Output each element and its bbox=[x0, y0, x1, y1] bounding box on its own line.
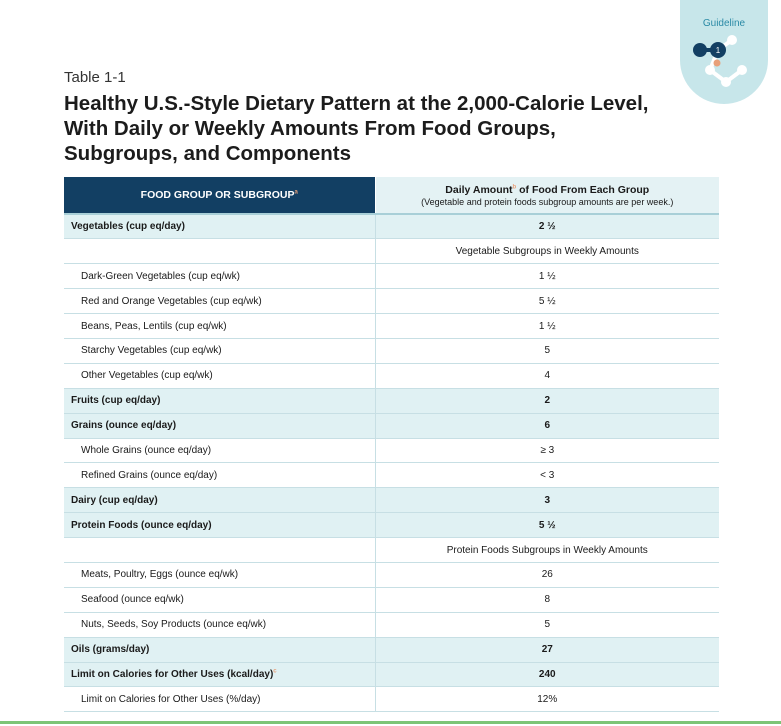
row-name-fruits: Fruits (cup eq/day) bbox=[64, 388, 375, 414]
row-name-grains: Grains (ounce eq/day) bbox=[64, 413, 375, 439]
row-name-protein: Protein Foods (ounce eq/day) bbox=[64, 512, 375, 539]
table-row: Vegetable Subgroups in Weekly Amounts bbox=[64, 238, 719, 265]
row-name-dairy: Dairy (cup eq/day) bbox=[64, 487, 375, 514]
table-row: Protein Foods Subgroups in Weekly Amount… bbox=[64, 537, 719, 563]
column-header-food-group: FOOD GROUP OR SUBGROUPa bbox=[64, 177, 375, 215]
guideline-badge: Guideline 1 bbox=[680, 0, 768, 104]
row-name-limit-kcal: Limit on Calories for Other Uses (kcal/d… bbox=[64, 662, 375, 688]
table-row: Vegetables (cup eq/day) 2 ½ bbox=[64, 214, 719, 240]
table-row: Starchy Vegetables (cup eq/wk) 5 bbox=[64, 338, 719, 364]
bottom-rule bbox=[0, 721, 781, 724]
table-row: Nuts, Seeds, Soy Products (ounce eq/wk) … bbox=[64, 612, 719, 638]
table-row: Protein Foods (ounce eq/day) 5 ½ bbox=[64, 512, 719, 539]
footnote-b: b bbox=[512, 184, 517, 190]
table-row: Whole Grains (ounce eq/day) ≥ 3 bbox=[64, 438, 719, 464]
table-row: Oils (grams/day) 27 bbox=[64, 637, 719, 663]
column-header-daily-amount: Daily Amountb of Food From Each Group (V… bbox=[374, 177, 719, 215]
dietary-pattern-table: FOOD GROUP OR SUBGROUPa Daily Amountb of… bbox=[64, 177, 719, 713]
column-header-note: (Vegetable and protein foods subgroup am… bbox=[421, 196, 674, 207]
table-row: Fruits (cup eq/day) 2 bbox=[64, 388, 719, 414]
page-title: Healthy U.S.-Style Dietary Pattern at th… bbox=[64, 92, 649, 165]
table-row: Beans, Peas, Lentils (cup eq/wk) 1 ½ bbox=[64, 313, 719, 339]
table-row: Limit on Calories for Other Uses (kcal/d… bbox=[64, 662, 719, 688]
table-row: Other Vegetables (cup eq/wk) 4 bbox=[64, 363, 719, 389]
table-row: Red and Orange Vegetables (cup eq/wk) 5 … bbox=[64, 288, 719, 315]
row-name-oils: Oils (grams/day) bbox=[64, 637, 375, 663]
footnote-c: c bbox=[273, 668, 277, 675]
guideline-number: 1 bbox=[716, 46, 721, 55]
guideline-molecule-icon: 1 bbox=[693, 35, 747, 87]
table-row: Dairy (cup eq/day) 3 bbox=[64, 487, 719, 514]
row-name-vegetables: Vegetables (cup eq/day) bbox=[64, 214, 375, 240]
table-row: Limit on Calories for Other Uses (%/day)… bbox=[64, 686, 719, 713]
guideline-label: Guideline bbox=[702, 18, 746, 29]
table-row: Seafood (ounce eq/wk) 8 bbox=[64, 587, 719, 613]
table-row: Grains (ounce eq/day) 6 bbox=[64, 413, 719, 439]
table-row: Meats, Poultry, Eggs (ounce eq/wk) 26 bbox=[64, 562, 719, 588]
table-row: Dark-Green Vegetables (cup eq/wk) 1 ½ bbox=[64, 263, 719, 290]
table-row: Refined Grains (ounce eq/day) < 3 bbox=[64, 462, 719, 489]
row-value-vegetables: 2 ½ bbox=[374, 214, 719, 240]
footnote-a: a bbox=[294, 189, 298, 196]
table-number: Table 1-1 bbox=[64, 69, 126, 86]
protein-subgroups-heading: Protein Foods Subgroups in Weekly Amount… bbox=[374, 537, 719, 563]
vegetable-subgroups-heading: Vegetable Subgroups in Weekly Amounts bbox=[374, 238, 719, 265]
table-header-row: FOOD GROUP OR SUBGROUPa Daily Amountb of… bbox=[64, 177, 719, 215]
